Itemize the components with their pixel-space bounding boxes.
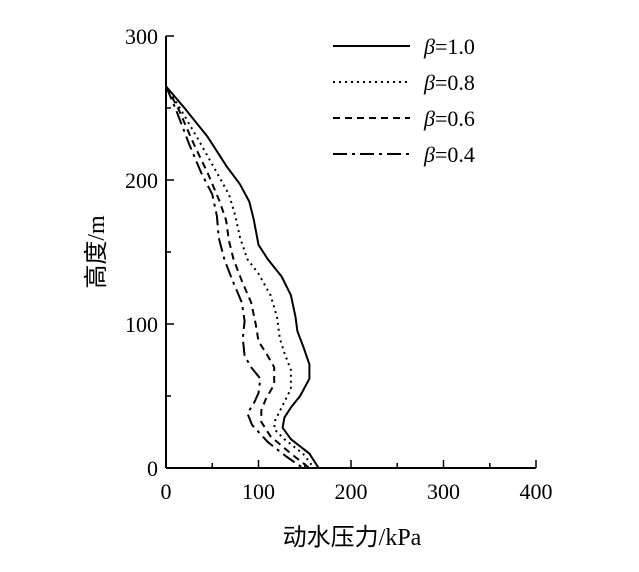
x-tick-label: 0 [161, 479, 172, 504]
series-line-1 [165, 85, 320, 469]
x-tick-label: 400 [520, 479, 553, 504]
legend: β=1.0 β=0.8 β=0.6 β=0.4 [333, 34, 475, 167]
legend-label-3: β=0.6 [423, 106, 475, 131]
series-line-2 [165, 85, 315, 469]
x-axis-title: 动水压力/kPa [283, 524, 422, 551]
x-tick-label: 200 [335, 479, 368, 504]
x-tick-label: 300 [427, 479, 460, 504]
y-tick-label: 0 [147, 456, 158, 481]
y-tick-label: 200 [125, 168, 158, 193]
y-axis-title: 高度/m [83, 215, 110, 289]
legend-label-2: β=0.8 [423, 70, 475, 95]
series-line-3 [165, 85, 311, 469]
y-tick-label: 100 [125, 312, 158, 337]
x-tick-label: 100 [242, 479, 275, 504]
series-line-4 [165, 86, 304, 469]
y-tick-label: 300 [125, 24, 158, 49]
series-layer [165, 85, 320, 469]
chart-axes: 0 100 200 300 400 0 100 200 300 [125, 24, 553, 504]
legend-label-4: β=0.4 [423, 142, 475, 167]
legend-label-1: β=1.0 [423, 34, 475, 59]
